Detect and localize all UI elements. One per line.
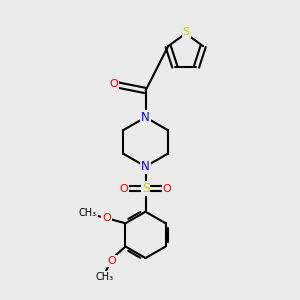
Text: N: N xyxy=(141,160,150,173)
Text: CH₃: CH₃ xyxy=(79,208,97,218)
Text: O: O xyxy=(107,256,116,266)
Text: O: O xyxy=(163,184,171,194)
Text: S: S xyxy=(183,27,190,37)
Text: S: S xyxy=(142,182,149,195)
Text: O: O xyxy=(120,184,128,194)
Text: O: O xyxy=(109,79,118,89)
Text: N: N xyxy=(141,111,150,124)
Text: CH₃: CH₃ xyxy=(96,272,114,282)
Text: O: O xyxy=(102,213,111,223)
